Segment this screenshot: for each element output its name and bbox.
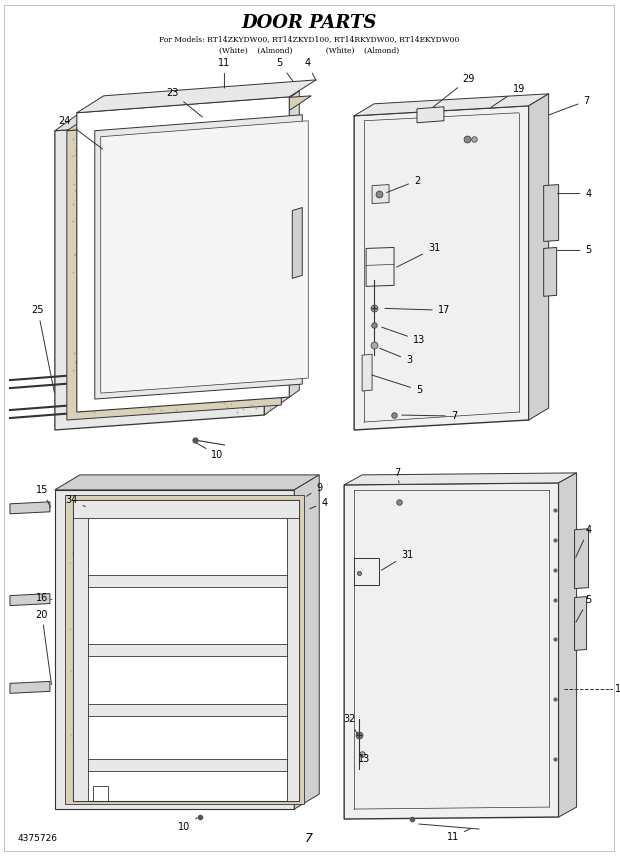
Text: 9: 9: [306, 483, 322, 496]
Text: 7: 7: [402, 411, 457, 421]
Text: 5: 5: [576, 595, 591, 622]
Text: (White)    (Almond)              (White)    (Almond): (White) (Almond) (White) (Almond): [219, 47, 399, 55]
Polygon shape: [55, 490, 294, 809]
Polygon shape: [529, 94, 549, 420]
Text: 31: 31: [381, 550, 413, 570]
Polygon shape: [73, 500, 299, 518]
Text: 10: 10: [197, 443, 224, 460]
Polygon shape: [362, 354, 372, 391]
Text: 4: 4: [576, 525, 591, 557]
Text: 4: 4: [304, 58, 316, 80]
Polygon shape: [55, 116, 264, 430]
Polygon shape: [575, 529, 588, 589]
Polygon shape: [294, 475, 319, 809]
Polygon shape: [95, 115, 303, 399]
Text: 1: 1: [611, 684, 620, 694]
Text: DOOR PARTS: DOOR PARTS: [242, 14, 377, 32]
Polygon shape: [417, 107, 444, 122]
Polygon shape: [354, 106, 529, 430]
Text: 5: 5: [372, 375, 422, 395]
Text: 13: 13: [382, 327, 425, 345]
Text: 16: 16: [36, 592, 52, 603]
Text: 31: 31: [397, 243, 440, 267]
Polygon shape: [77, 97, 290, 412]
Text: 3: 3: [379, 348, 412, 366]
Polygon shape: [10, 502, 50, 514]
Polygon shape: [344, 473, 577, 484]
Polygon shape: [88, 759, 287, 771]
Text: 25: 25: [32, 306, 55, 392]
Text: 32: 32: [343, 714, 358, 734]
Text: 11: 11: [447, 829, 471, 842]
Text: 20: 20: [36, 609, 51, 685]
Text: 24: 24: [59, 116, 102, 149]
Text: 11: 11: [218, 58, 231, 88]
Polygon shape: [88, 704, 287, 716]
Polygon shape: [67, 96, 311, 131]
Polygon shape: [10, 593, 50, 605]
Polygon shape: [292, 207, 303, 278]
Text: 34: 34: [66, 495, 86, 507]
Text: 7: 7: [394, 468, 400, 483]
Text: 29: 29: [433, 74, 475, 107]
Text: 7: 7: [549, 96, 590, 115]
Polygon shape: [354, 94, 549, 116]
Polygon shape: [287, 500, 299, 801]
Text: 10: 10: [179, 817, 197, 832]
Polygon shape: [65, 495, 304, 804]
Text: 5: 5: [557, 246, 591, 255]
Text: 17: 17: [385, 306, 450, 315]
Polygon shape: [101, 121, 308, 393]
Polygon shape: [88, 574, 287, 586]
Text: For Models: RT14ZKYDW00, RT14ZKYD100, RT14RKYDW00, RT14EKYDW00: For Models: RT14ZKYDW00, RT14ZKYD100, RT…: [159, 35, 459, 43]
Text: 4375726: 4375726: [18, 835, 58, 843]
Polygon shape: [264, 91, 299, 415]
Text: 13: 13: [358, 754, 370, 764]
Text: 23: 23: [166, 88, 202, 117]
Text: 4: 4: [557, 188, 591, 199]
Polygon shape: [73, 500, 299, 801]
Polygon shape: [88, 645, 287, 657]
Polygon shape: [544, 185, 559, 241]
Polygon shape: [544, 247, 557, 296]
Text: 4: 4: [310, 498, 327, 508]
Text: 19: 19: [491, 84, 525, 107]
Polygon shape: [67, 116, 281, 420]
Polygon shape: [559, 473, 577, 817]
Polygon shape: [55, 475, 319, 490]
Polygon shape: [372, 185, 389, 204]
Polygon shape: [77, 80, 316, 113]
Text: 7: 7: [305, 833, 313, 846]
Polygon shape: [55, 91, 299, 131]
Polygon shape: [10, 681, 50, 693]
Text: 2: 2: [387, 175, 420, 193]
Text: 15: 15: [36, 484, 51, 508]
Polygon shape: [73, 500, 88, 801]
Polygon shape: [344, 483, 559, 819]
Text: 5: 5: [276, 58, 293, 80]
Polygon shape: [575, 597, 587, 651]
